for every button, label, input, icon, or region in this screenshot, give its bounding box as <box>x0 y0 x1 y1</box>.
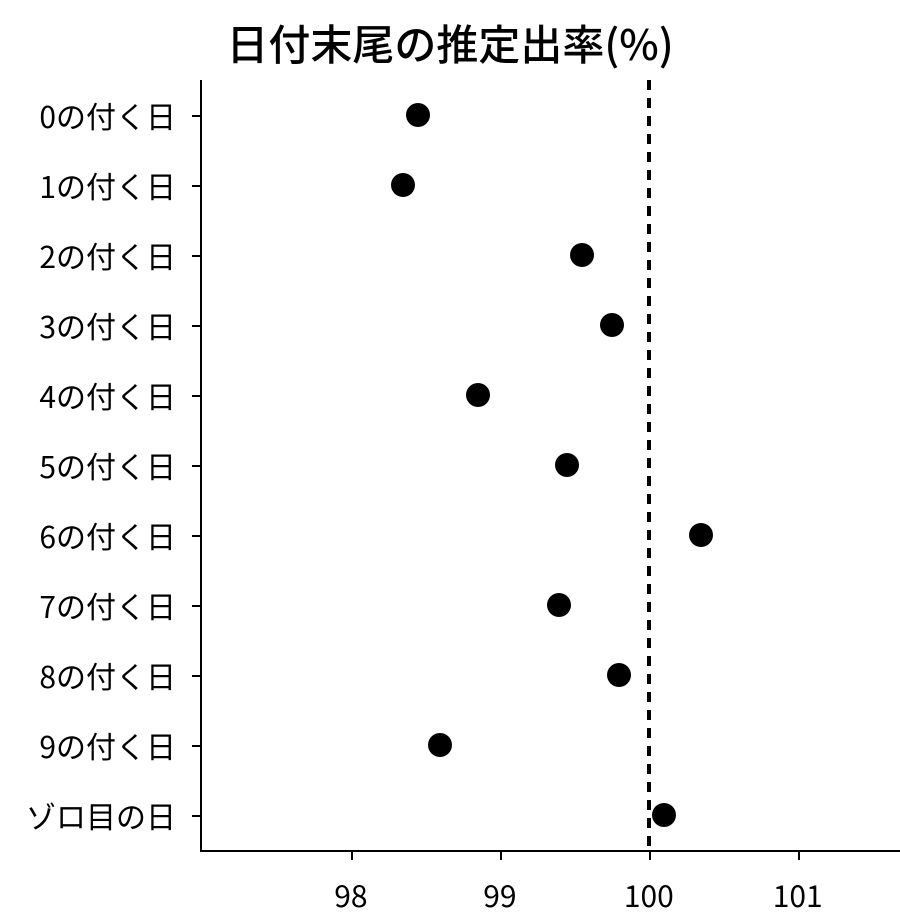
data-point <box>428 733 452 757</box>
data-point <box>570 243 594 267</box>
y-tick-mark <box>192 605 202 607</box>
data-point <box>652 803 676 827</box>
data-point <box>555 453 579 477</box>
y-tick-label: 5の付く日 <box>39 443 176 487</box>
data-point <box>391 173 415 197</box>
x-tick-label: 98 <box>334 872 367 916</box>
y-tick-label: 6の付く日 <box>39 513 176 557</box>
data-point <box>406 103 430 127</box>
x-tick-label: 100 <box>624 872 674 916</box>
y-tick-mark <box>192 465 202 467</box>
x-tick-label: 99 <box>483 872 516 916</box>
x-tick-mark <box>798 850 800 860</box>
y-tick-label: 9の付く日 <box>39 723 176 767</box>
y-tick-label: 4の付く日 <box>39 373 176 417</box>
y-tick-mark <box>192 115 202 117</box>
y-tick-label: ゾロ目の日 <box>26 793 176 837</box>
x-tick-mark <box>500 850 502 860</box>
x-tick-mark <box>351 850 353 860</box>
y-tick-mark <box>192 185 202 187</box>
y-tick-label: 7の付く日 <box>39 583 176 627</box>
data-point <box>607 663 631 687</box>
reference-line <box>647 80 651 850</box>
y-tick-mark <box>192 325 202 327</box>
plot-area: 0の付く日1の付く日2の付く日3の付く日4の付く日5の付く日6の付く日7の付く日… <box>200 80 900 852</box>
y-tick-mark <box>192 535 202 537</box>
y-tick-mark <box>192 255 202 257</box>
chart-title: 日付末尾の推定出率(%) <box>0 12 900 73</box>
y-tick-label: 8の付く日 <box>39 653 176 697</box>
y-tick-mark <box>192 395 202 397</box>
data-point <box>547 593 571 617</box>
chart-container: 日付末尾の推定出率(%) 0の付く日1の付く日2の付く日3の付く日4の付く日5の… <box>0 0 900 900</box>
data-point <box>466 383 490 407</box>
data-point <box>600 313 624 337</box>
y-tick-mark <box>192 745 202 747</box>
y-tick-label: 3の付く日 <box>39 303 176 347</box>
y-tick-label: 1の付く日 <box>39 163 176 207</box>
x-tick-mark <box>649 850 651 860</box>
y-tick-label: 2の付く日 <box>39 233 176 277</box>
data-point <box>689 523 713 547</box>
y-tick-mark <box>192 675 202 677</box>
y-tick-mark <box>192 815 202 817</box>
x-tick-label: 101 <box>773 872 823 916</box>
y-tick-label: 0の付く日 <box>39 93 176 137</box>
